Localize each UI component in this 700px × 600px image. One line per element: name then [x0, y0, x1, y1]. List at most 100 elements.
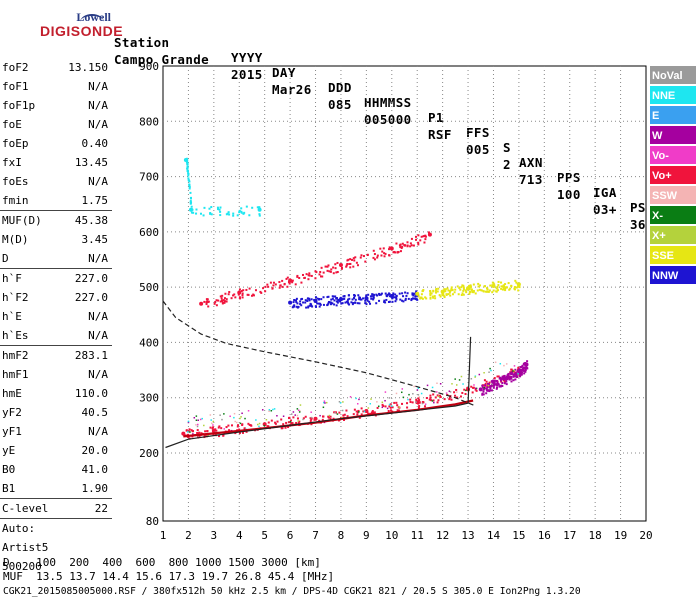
data-point — [483, 371, 485, 374]
data-point — [367, 407, 370, 409]
data-point — [499, 379, 502, 382]
data-point — [189, 197, 192, 200]
data-point — [386, 407, 389, 410]
param-value: N/A — [88, 118, 108, 131]
data-point — [290, 413, 293, 415]
data-point — [276, 415, 278, 417]
data-point — [250, 424, 253, 427]
data-point — [487, 290, 490, 293]
data-point — [299, 410, 301, 412]
data-point — [474, 292, 477, 295]
legend-label: X+ — [652, 230, 666, 242]
data-point — [264, 285, 267, 288]
data-point — [461, 391, 464, 394]
data-point — [451, 293, 454, 296]
data-point — [189, 200, 192, 203]
data-point — [343, 413, 346, 416]
data-point — [443, 288, 446, 291]
data-point — [479, 284, 482, 287]
data-point — [248, 287, 251, 290]
data-point — [438, 294, 441, 297]
data-point — [294, 283, 297, 286]
data-point — [424, 405, 427, 408]
data-point — [482, 386, 485, 389]
data-point — [319, 303, 322, 306]
param-value: N/A — [88, 80, 108, 93]
data-point — [512, 379, 515, 382]
val-s: 2 — [503, 157, 511, 172]
data-point — [240, 207, 243, 210]
data-point — [389, 246, 394, 251]
param-row: fmin 1.75 — [0, 191, 112, 210]
data-point — [356, 413, 359, 416]
data-point — [187, 436, 190, 439]
data-point — [218, 434, 221, 437]
data-point — [521, 369, 524, 372]
data-point — [486, 290, 489, 293]
data-point — [406, 241, 409, 244]
x-tick-label: 5 — [261, 529, 268, 542]
data-point — [354, 298, 357, 301]
param-row: hmF2 283.1 — [0, 345, 112, 365]
data-point — [398, 292, 401, 295]
data-point — [322, 271, 325, 274]
data-point — [207, 300, 210, 303]
data-point — [421, 297, 424, 300]
data-point — [330, 268, 333, 271]
data-point — [414, 295, 417, 298]
data-point — [285, 277, 288, 280]
logo-arc-icon — [80, 14, 104, 30]
data-point — [207, 434, 209, 437]
data-point — [294, 414, 296, 416]
y-tick-label: 500 — [139, 281, 159, 294]
data-point — [357, 409, 360, 412]
data-point — [461, 284, 464, 287]
data-point — [486, 288, 489, 291]
data-point — [219, 295, 222, 298]
data-point — [366, 299, 369, 302]
data-point — [469, 285, 472, 288]
data-point — [407, 297, 410, 300]
data-point — [208, 207, 211, 210]
data-point — [212, 424, 214, 426]
data-point — [351, 298, 354, 301]
data-point — [388, 397, 391, 399]
data-point — [417, 241, 420, 244]
data-point — [195, 419, 198, 421]
data-point — [519, 375, 522, 378]
data-point — [286, 276, 289, 279]
data-point — [485, 386, 487, 388]
data-point — [310, 418, 313, 421]
param-value: N/A — [88, 99, 108, 112]
data-point — [410, 244, 413, 247]
data-point — [286, 285, 289, 288]
data-point — [478, 387, 483, 392]
data-point — [199, 301, 204, 306]
data-point — [483, 387, 486, 389]
data-point — [270, 410, 273, 412]
data-point — [323, 401, 325, 404]
data-point — [395, 298, 398, 301]
data-point — [260, 291, 263, 294]
data-point — [342, 414, 345, 417]
legend-label: NoVal — [652, 70, 683, 82]
data-point — [437, 399, 440, 402]
data-point — [475, 389, 478, 392]
param-key: 500200 — [2, 560, 42, 573]
data-point — [491, 383, 494, 386]
data-point — [280, 418, 283, 421]
data-point — [320, 266, 323, 269]
data-point — [219, 206, 222, 209]
data-point — [362, 297, 365, 300]
data-point — [401, 245, 404, 248]
data-point — [199, 418, 202, 421]
data-point — [521, 371, 524, 374]
data-point — [293, 299, 296, 302]
data-point — [515, 375, 518, 378]
data-point — [477, 282, 480, 285]
data-point — [258, 425, 260, 428]
data-point — [501, 384, 504, 387]
data-point — [336, 413, 339, 415]
data-point — [429, 396, 432, 399]
data-point — [393, 296, 396, 299]
